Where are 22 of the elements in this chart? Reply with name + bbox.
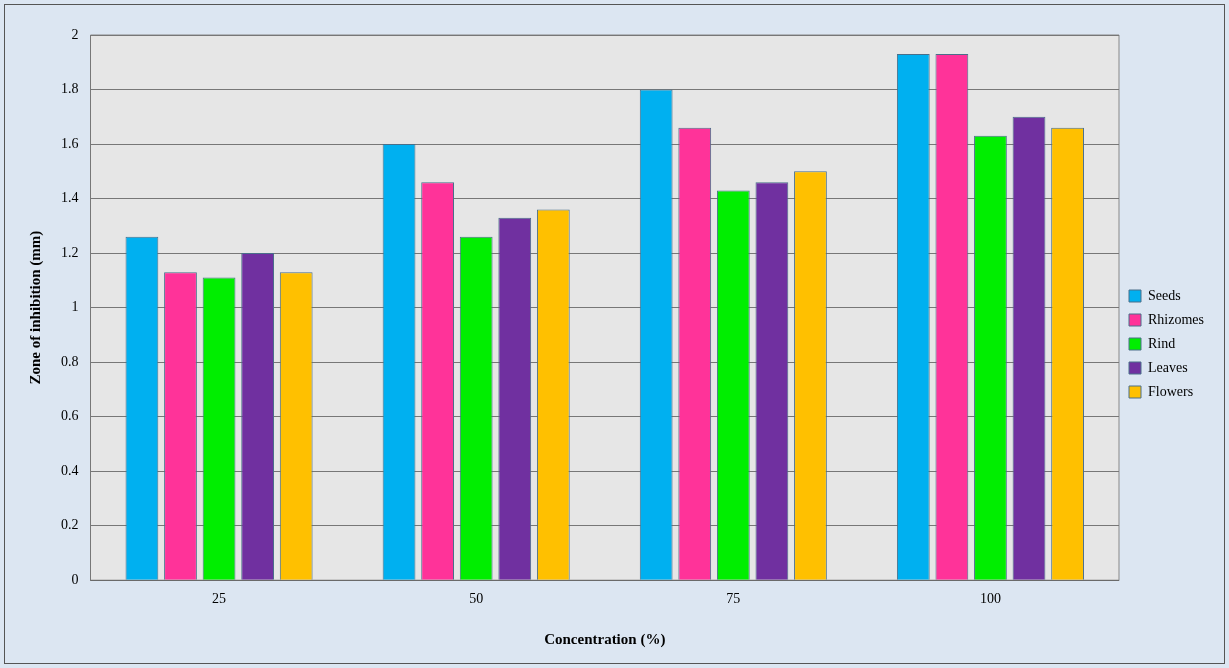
- x-tick-label: 100: [979, 591, 1001, 607]
- y-tick-label: 2: [71, 26, 79, 42]
- y-axis-title: Zone of inhibition (mm): [26, 230, 44, 385]
- y-tick-label: 1.6: [61, 135, 79, 151]
- y-tick-label: 1: [71, 299, 79, 315]
- y-tick-label: 1.8: [61, 81, 79, 97]
- legend-label: Rhizomes: [1148, 311, 1205, 327]
- y-tick-label: 0: [71, 571, 79, 587]
- y-tick-label: 0.8: [61, 353, 79, 369]
- y-tick-label: 0.2: [61, 517, 79, 533]
- y-tick-label: 0.6: [61, 408, 79, 424]
- y-tick-label: 1.4: [61, 190, 79, 206]
- y-tick-label: 1.2: [61, 244, 79, 260]
- legend-label: Leaves: [1148, 359, 1188, 375]
- x-tick-label: 75: [726, 591, 741, 607]
- x-axis-title: Concentration (%): [544, 630, 666, 648]
- legend-label: Seeds: [1148, 287, 1181, 303]
- x-tick-label: 25: [212, 591, 227, 607]
- x-tick-label: 50: [469, 591, 484, 607]
- y-tick-label: 0.4: [61, 462, 79, 478]
- legend-label: Rind: [1148, 335, 1176, 351]
- legend-label: Flowers: [1148, 383, 1194, 399]
